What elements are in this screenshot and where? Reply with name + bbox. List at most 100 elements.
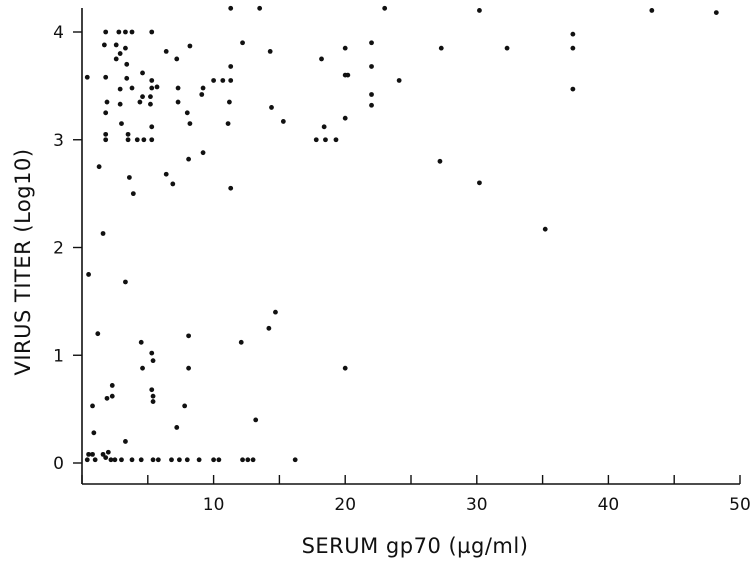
y-axis-title: VIRUS TITER (Log10)	[11, 148, 35, 375]
data-point	[174, 425, 180, 430]
data-point	[228, 185, 234, 191]
data-point	[129, 85, 135, 91]
data-point	[280, 119, 286, 124]
data-point	[170, 181, 176, 187]
data-point	[542, 226, 548, 232]
data-point	[200, 150, 206, 156]
data-point	[649, 8, 655, 13]
data-point	[103, 110, 109, 116]
data-point	[342, 45, 348, 51]
data-point	[138, 339, 144, 345]
y-tick-label: 1	[53, 346, 64, 366]
data-point	[438, 45, 444, 51]
x-axis-title: SERUM gp70 (µg/ml)	[302, 534, 529, 558]
data-point	[96, 164, 102, 170]
data-point	[112, 457, 118, 463]
data-point	[104, 395, 110, 401]
data-point	[163, 171, 169, 177]
data-point	[184, 110, 190, 116]
data-point	[267, 48, 273, 54]
data-point	[169, 457, 174, 463]
data-point	[104, 99, 110, 105]
data-point	[100, 231, 106, 236]
x-tick-label: 10	[203, 495, 225, 515]
data-point	[333, 137, 339, 143]
data-point	[369, 40, 374, 46]
data-point	[116, 29, 122, 35]
data-point	[713, 10, 719, 16]
data-point	[124, 75, 130, 81]
y-tick-label: 2	[53, 239, 64, 259]
data-point	[117, 51, 123, 56]
data-point	[86, 272, 91, 277]
data-point	[228, 78, 234, 83]
data-point	[186, 156, 191, 162]
data-point	[149, 387, 155, 393]
data-point	[124, 61, 130, 67]
data-point	[149, 350, 155, 356]
data-point	[90, 451, 95, 457]
data-point	[321, 124, 327, 130]
data-point	[184, 457, 190, 463]
data-point	[200, 85, 206, 91]
data-point	[148, 101, 153, 107]
data-point	[117, 101, 123, 107]
data-point	[100, 451, 106, 457]
data-point	[570, 86, 576, 92]
data-point	[103, 74, 109, 80]
data-point	[91, 430, 97, 436]
data-point	[342, 115, 348, 121]
data-point	[196, 457, 202, 463]
data-point	[149, 137, 155, 143]
data-point	[149, 124, 155, 130]
data-point	[137, 99, 143, 105]
data-point	[105, 449, 111, 455]
data-point	[86, 451, 91, 457]
data-point	[211, 78, 217, 83]
data-point	[175, 99, 181, 105]
data-point	[369, 64, 374, 69]
data-point	[95, 331, 101, 337]
y-axis: 0 1 2 3 4	[53, 8, 83, 484]
data-point	[238, 339, 244, 345]
data-point	[477, 8, 482, 13]
data-point	[141, 137, 147, 143]
data-point	[186, 365, 191, 371]
data-point	[570, 31, 576, 37]
data-point	[220, 78, 226, 83]
data-point	[253, 417, 259, 423]
data-point	[149, 29, 155, 35]
y-tick-label: 0	[53, 454, 64, 474]
data-point	[140, 365, 145, 371]
data-point	[109, 383, 115, 388]
data-point	[269, 105, 274, 110]
data-point	[186, 333, 191, 339]
data-point	[257, 5, 263, 11]
data-point	[175, 85, 181, 91]
data-point	[245, 457, 251, 463]
data-point	[150, 399, 156, 404]
x-tick-label: 20	[334, 495, 356, 515]
data-point	[113, 56, 119, 62]
data-point	[504, 45, 510, 51]
data-point	[108, 457, 114, 463]
data-point	[216, 457, 222, 463]
data-point	[148, 94, 153, 100]
data-point	[140, 94, 145, 100]
data-point	[117, 86, 123, 92]
data-point	[163, 48, 169, 54]
y-tick-label: 4	[53, 23, 64, 43]
data-point	[154, 84, 160, 90]
data-point	[226, 99, 232, 105]
data-point	[174, 56, 180, 62]
data-point	[228, 5, 234, 11]
data-point	[101, 42, 107, 48]
data-point	[140, 70, 145, 76]
data-point	[570, 45, 576, 51]
data-point	[477, 180, 482, 186]
data-point	[103, 131, 109, 137]
x-axis: 10 20 30 40 50	[81, 475, 751, 515]
data-point	[369, 92, 374, 97]
data-point	[113, 42, 119, 48]
